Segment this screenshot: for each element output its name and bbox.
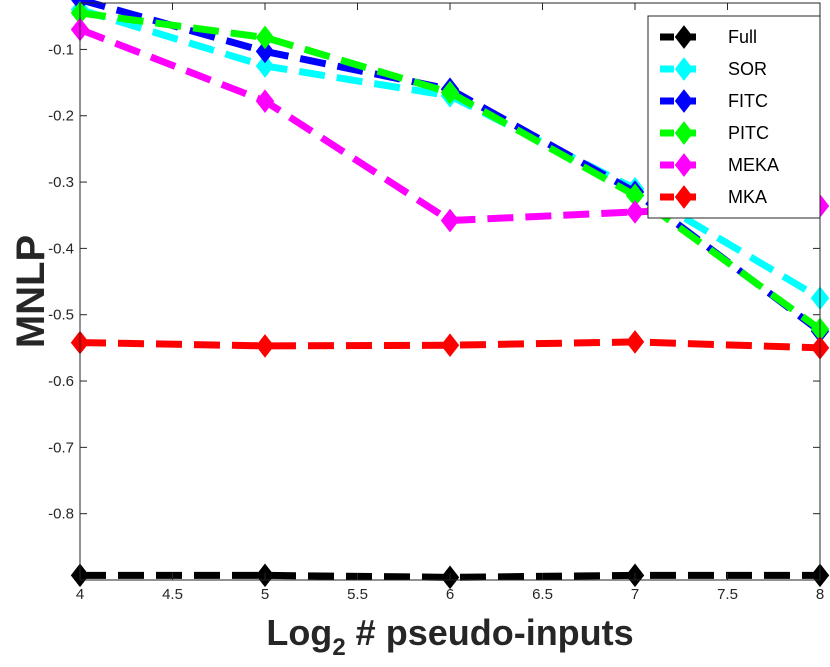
y-tick-label: -0.5 xyxy=(48,307,74,324)
data-point xyxy=(440,80,460,105)
data-point xyxy=(255,334,275,358)
series-line xyxy=(80,571,820,581)
data-point xyxy=(625,330,645,354)
y-tick-label: -0.2 xyxy=(48,108,74,125)
data-point xyxy=(440,333,460,358)
y-tick-label: -0.3 xyxy=(48,174,74,191)
y-axis-title: MNLP xyxy=(9,235,53,348)
x-tick-label: 7 xyxy=(631,586,639,603)
legend-label: SOR xyxy=(728,59,767,79)
ticks-layer: 4 4.5 5 5.5 6 6.5 7 7.5 8 -0.1 -0.2 -0.3 -0.4 -0.5 -0.… xyxy=(48,3,824,603)
x-axis-title-main: Log xyxy=(266,612,332,653)
legend-marker xyxy=(674,25,694,49)
legend-marker xyxy=(674,153,694,177)
series-line xyxy=(79,9,823,333)
legend-marker xyxy=(674,57,694,81)
legend-marker xyxy=(674,185,694,209)
legend: Full SOR FITC PITC MEKA MKA xyxy=(647,15,821,219)
y-tick-label: -0.6 xyxy=(48,373,74,390)
data-point xyxy=(255,54,275,78)
legend-item-meka: MEKA xyxy=(660,153,779,177)
x-tick-label: 4.5 xyxy=(162,586,183,603)
legend-item-sor: SOR xyxy=(660,57,767,81)
data-point xyxy=(255,89,275,113)
x-tick-label: 6.5 xyxy=(532,586,553,603)
y-tick-label: -0.7 xyxy=(48,439,74,456)
data-point xyxy=(625,200,645,224)
legend-label: PITC xyxy=(728,123,769,143)
legend-label: FITC xyxy=(728,91,768,111)
x-tick-label: 7.5 xyxy=(717,586,738,603)
legend-box xyxy=(647,15,821,219)
legend-marker xyxy=(674,89,694,113)
x-tick-label: 6 xyxy=(446,586,454,603)
x-tick-label: 5.5 xyxy=(347,586,368,603)
x-axis-title-subscript: 2 xyxy=(332,634,345,661)
legend-item-fitc: FITC xyxy=(660,89,768,113)
data-point xyxy=(255,39,275,64)
series-line xyxy=(79,338,821,352)
y-tick-label: -0.1 xyxy=(48,41,74,58)
legend-marker xyxy=(674,121,694,145)
legend-item-pitc: PITC xyxy=(660,121,769,145)
x-axis-title: Log2 # pseudo-inputs xyxy=(266,612,633,661)
legend-item-full: Full xyxy=(660,25,757,49)
series-pitc xyxy=(70,1,830,342)
legend-item-mka: MKA xyxy=(660,185,767,209)
x-axis-title-rest: # pseudo-inputs xyxy=(346,612,634,653)
legend-label: Full xyxy=(728,27,757,47)
data-point xyxy=(440,208,460,233)
x-tick-label: 4 xyxy=(76,586,84,603)
legend-label: MEKA xyxy=(728,155,779,175)
legend-label: MKA xyxy=(728,187,767,207)
y-tick-label: -0.8 xyxy=(48,506,74,523)
x-tick-label: 5 xyxy=(261,586,269,603)
data-point xyxy=(255,25,275,50)
y-tick-label: -0.4 xyxy=(48,240,74,257)
x-tick-label: 8 xyxy=(816,586,824,603)
